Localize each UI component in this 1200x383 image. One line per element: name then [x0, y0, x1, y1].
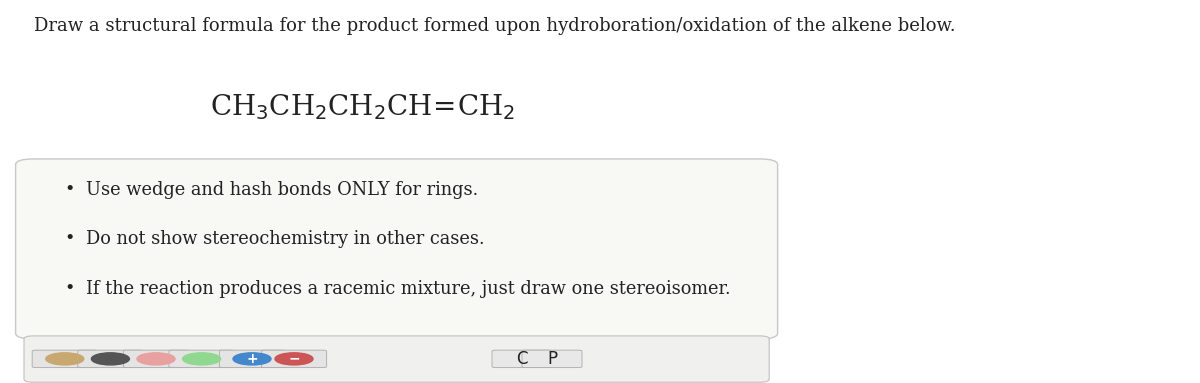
Text: •: • — [65, 231, 74, 248]
Circle shape — [233, 353, 271, 365]
FancyBboxPatch shape — [24, 336, 769, 382]
FancyBboxPatch shape — [220, 350, 284, 368]
Circle shape — [46, 353, 84, 365]
FancyBboxPatch shape — [78, 350, 143, 368]
Circle shape — [275, 353, 313, 365]
Circle shape — [137, 353, 175, 365]
Text: P: P — [547, 350, 557, 368]
Text: +: + — [246, 352, 258, 366]
Text: Do not show stereochemistry in other cases.: Do not show stereochemistry in other cas… — [86, 231, 485, 248]
Text: If the reaction produces a racemic mixture, just draw one stereoisomer.: If the reaction produces a racemic mixtu… — [86, 280, 731, 298]
Text: −: − — [288, 352, 300, 366]
Circle shape — [91, 353, 130, 365]
Text: Use wedge and hash bonds ONLY for rings.: Use wedge and hash bonds ONLY for rings. — [86, 181, 479, 198]
FancyBboxPatch shape — [32, 350, 97, 368]
Text: •: • — [65, 181, 74, 198]
Text: •: • — [65, 280, 74, 298]
FancyBboxPatch shape — [16, 159, 778, 339]
Text: Draw a structural formula for the product formed upon hydroboration/oxidation of: Draw a structural formula for the produc… — [34, 17, 955, 35]
Text: CH$_3$CH$_2$CH$_2$CH$\!=\!$CH$_2$: CH$_3$CH$_2$CH$_2$CH$\!=\!$CH$_2$ — [210, 92, 515, 122]
FancyBboxPatch shape — [262, 350, 326, 368]
FancyBboxPatch shape — [124, 350, 188, 368]
FancyBboxPatch shape — [169, 350, 234, 368]
FancyBboxPatch shape — [492, 350, 552, 368]
Circle shape — [182, 353, 221, 365]
FancyBboxPatch shape — [522, 350, 582, 368]
Text: C: C — [516, 350, 528, 368]
